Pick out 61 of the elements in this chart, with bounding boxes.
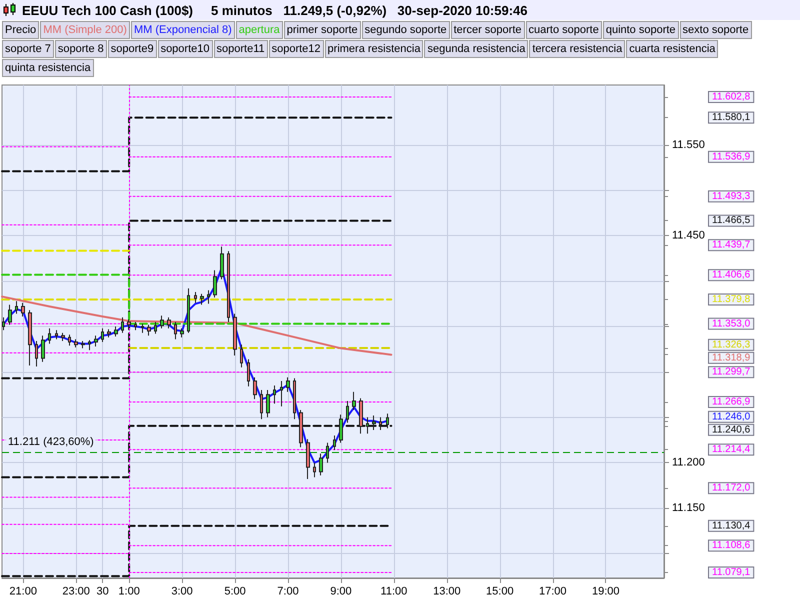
text: tercer soporte [450,21,524,39]
text: Precio [2,21,40,39]
x-tick-label: 13:00 [433,586,461,598]
y2-tick-label: 11.266,9 [712,396,751,408]
text: soporte 7 [2,40,54,58]
y2-tick-label: 11.299,7 [712,366,751,378]
text: sexto soporte [680,21,752,39]
text: soporte12 [268,40,324,58]
x-tick-label: 17:00 [539,586,567,598]
chart-title: EEUU Tech 100 Cash (100$) [22,2,193,18]
x-tick-label: 19:00 [592,586,620,598]
text: segundo soporte [362,21,450,39]
y2-tick-label: 11.246,0 [712,411,751,422]
y2-tick-label: 11.602,8 [712,91,751,102]
y2-tick-label: 11.536,9 [712,151,751,162]
y2-tick-label: 11.172,0 [712,482,751,494]
x-tick-label: 9:00 [330,586,352,598]
text: cuarta resistencia [626,40,718,58]
x-tick-label: 5:00 [224,586,246,598]
y2-tick-label: 11.353,0 [712,318,751,330]
text: apertura [236,21,283,39]
x-tick-label: 7:00 [277,586,299,598]
x-tick-label: 11:00 [380,586,408,598]
y2-tick-label: 11.379,8 [712,294,751,305]
text: cuarto soporte [526,21,602,39]
text: primera resistencia [324,40,424,58]
y-tick-label: 11.200 [672,456,705,469]
text: soporte 8 [54,40,107,58]
y2-tick-label: 11.240,6 [712,424,751,436]
text: tercera resistencia [529,40,626,58]
y2-tick-label: 11.108,6 [712,540,751,552]
text: MM (Simple 200) [40,21,130,39]
y2-tick-label: 11.493,3 [712,190,751,202]
text: quinta resistencia [2,59,94,77]
y2-tick-label: 11.214,4 [712,444,751,456]
y-tick-label: 11.150 [672,502,705,514]
y2-tick-label: 11.406,6 [712,270,751,281]
text: segunda resistencia [424,40,528,58]
text: soporte10 [158,40,212,58]
ref-line-label: 11.211 (423,60%) [8,436,94,448]
y-tick-label: 11.550 [672,138,705,151]
text: primer soporte [284,21,361,39]
y2-tick-label: 11.439,7 [712,240,751,251]
x-tick-label: 1:00 [118,586,140,598]
x-tick-label: 23:00 [62,586,90,598]
y2-tick-label: 11.079,1 [712,566,751,578]
y2-tick-label: 11.580,1 [712,112,751,124]
y2-tick-label: 11.466,5 [712,215,751,226]
chart-subtitle: 5 minutos 11.249,5 (-0,92%) 30-sep-2020 10:59:46 [211,2,528,18]
x-tick-label: 21:00 [9,586,37,598]
y2-tick-label: 11.326,3 [712,339,751,350]
text: quinto soporte [602,21,679,39]
text: MM (Exponencial 8) [130,21,235,39]
y-tick-label: 11.450 [672,230,705,242]
y2-tick-label: 11.130,4 [712,520,751,532]
x-tick-label: 3:00 [171,586,193,598]
x-tick-label: 30 [96,586,109,598]
text: soporte11 [214,40,268,58]
text: soporte9 [108,40,157,58]
y2-tick-label: 11.318,9 [712,352,751,364]
x-tick-label: 15:00 [486,586,514,598]
